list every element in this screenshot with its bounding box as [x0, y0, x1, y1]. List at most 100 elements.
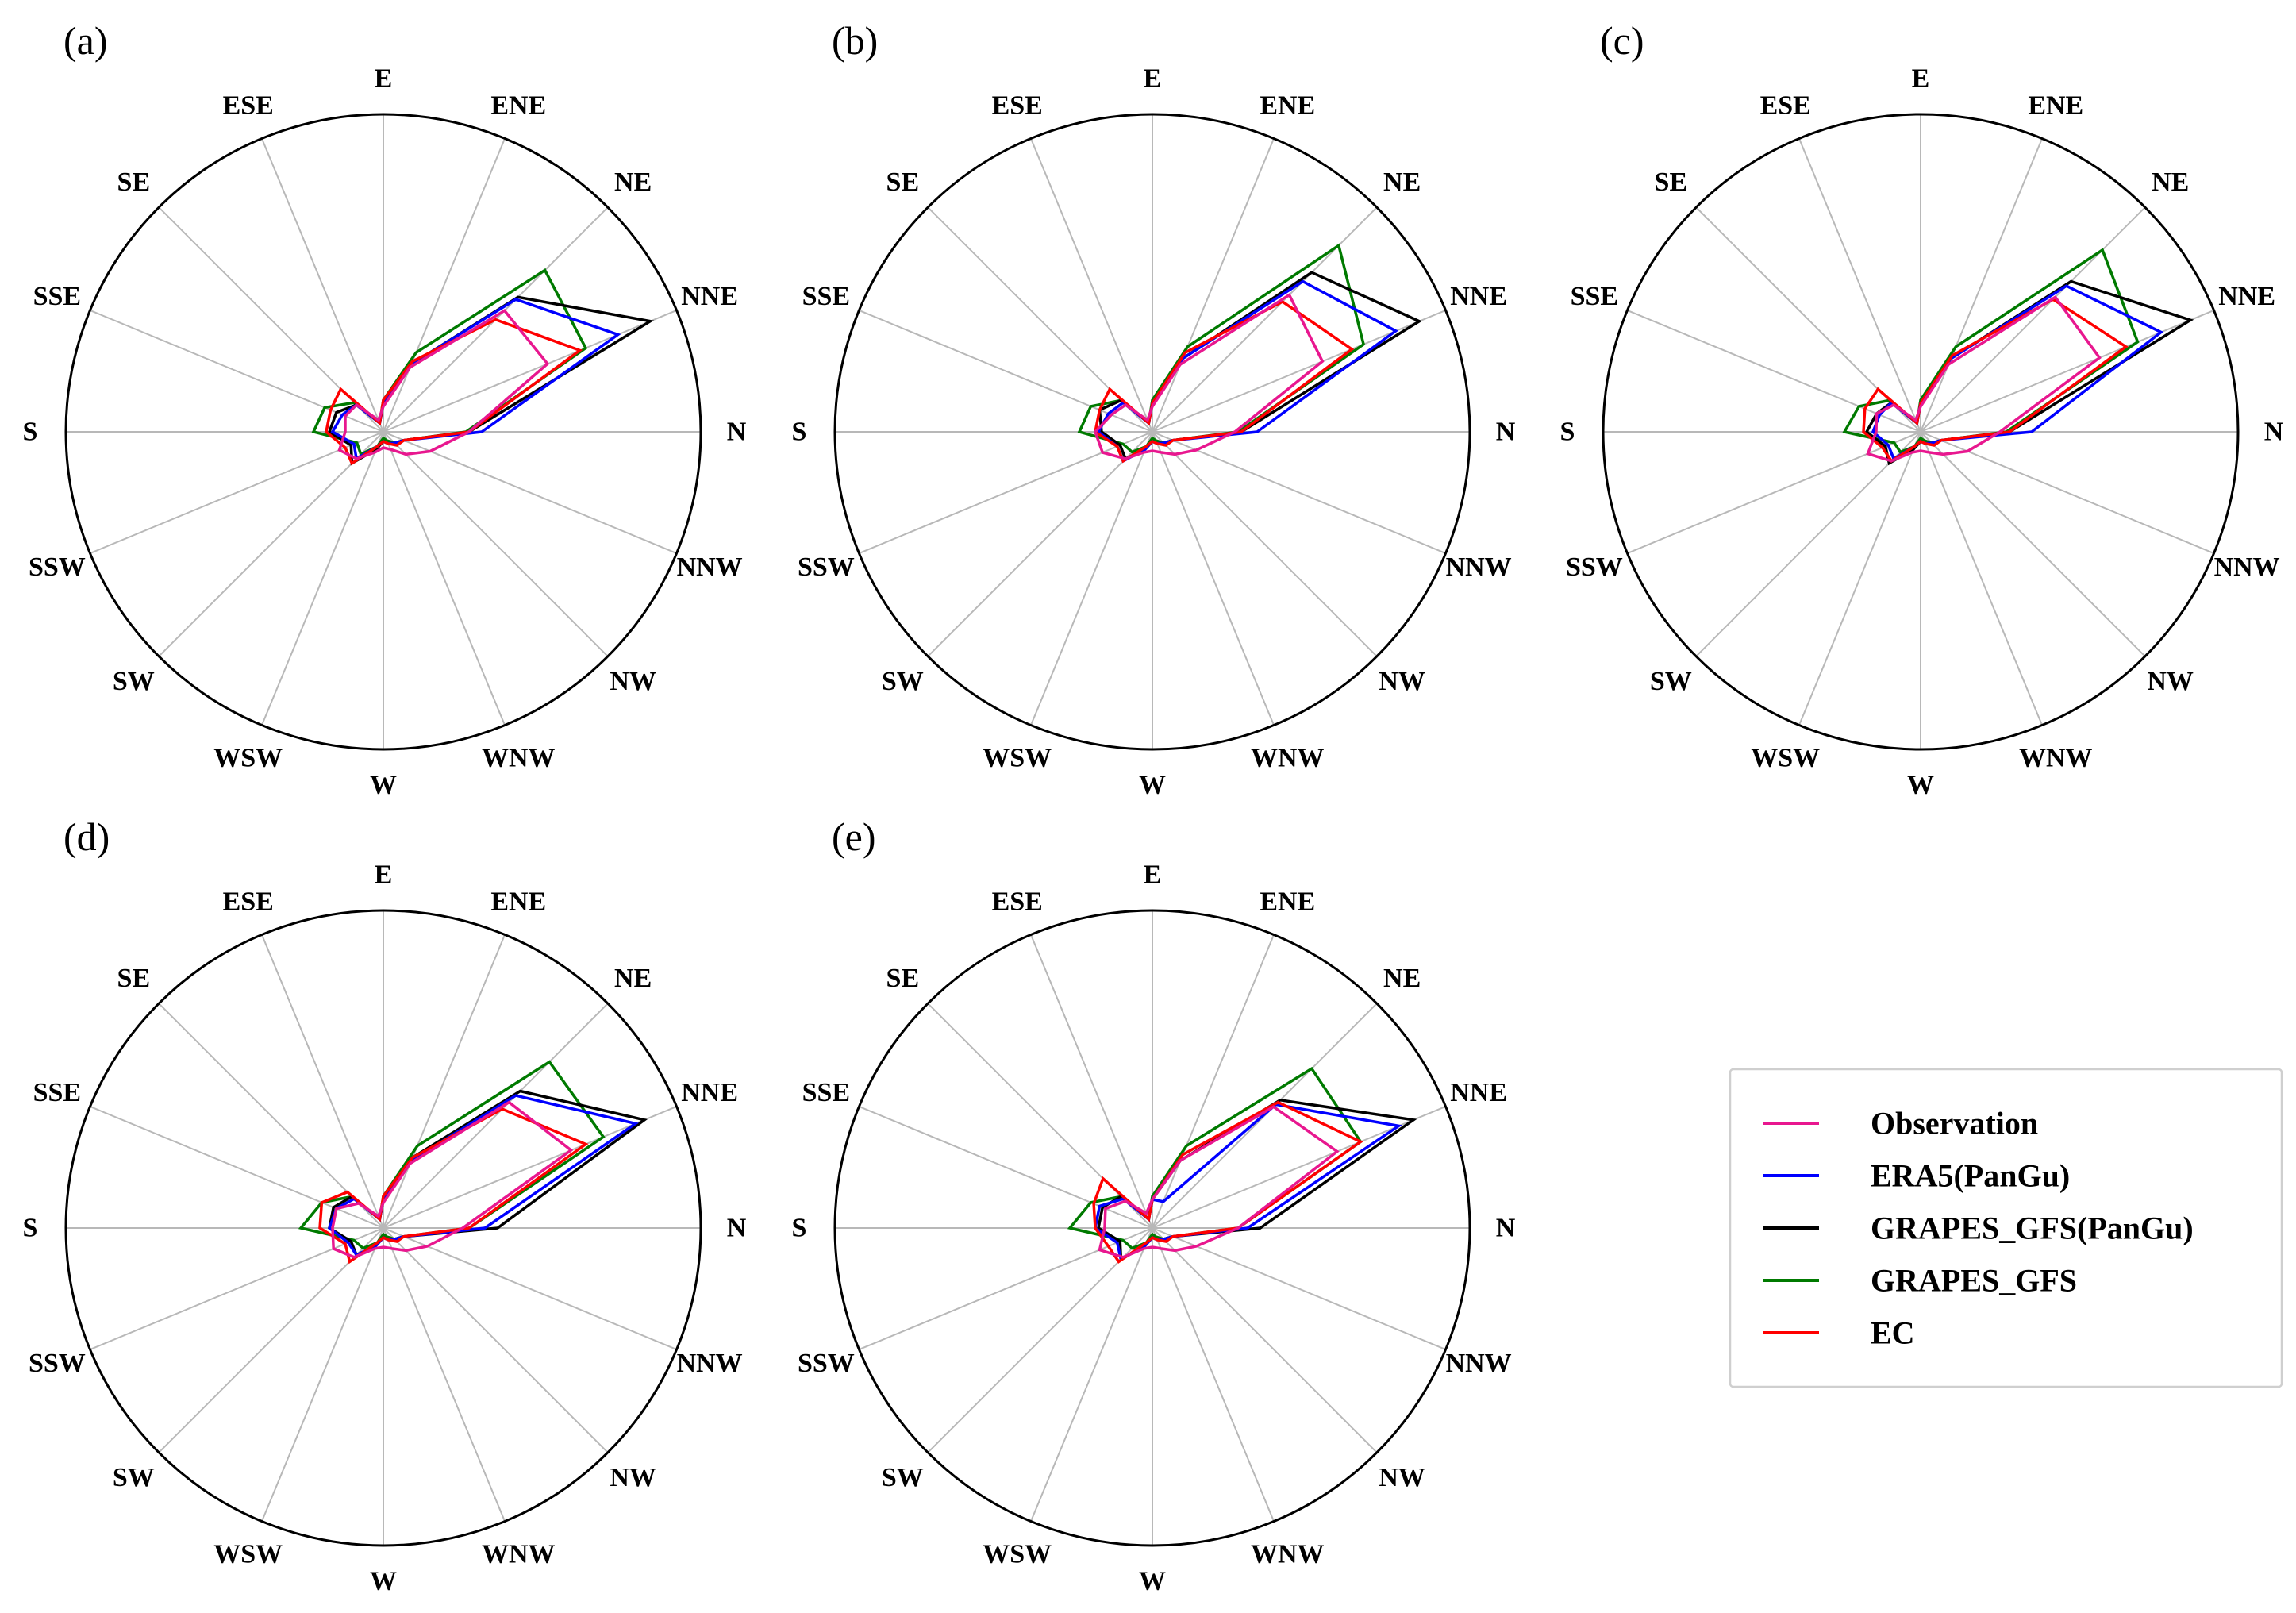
direction-label-nne: NNE — [1450, 282, 1507, 311]
direction-label-sw: SW — [882, 1463, 924, 1492]
spoke-ese — [1030, 138, 1153, 433]
series-ec — [1092, 1100, 1363, 1264]
direction-label-sw: SW — [882, 667, 924, 696]
legend-box — [1729, 1068, 2283, 1388]
direction-label-n: N — [1496, 418, 1516, 447]
spoke-wsw — [1030, 1227, 1153, 1522]
series-ec — [318, 1107, 589, 1265]
spoke-ssw — [90, 431, 384, 554]
panel-label: (b) — [832, 18, 878, 63]
direction-label-nnw: NNW — [677, 1349, 743, 1378]
spoke-ene — [1152, 138, 1275, 433]
series-observation — [337, 309, 550, 460]
direction-label-ssw: SSW — [29, 1349, 86, 1378]
spoke-ne — [383, 1003, 609, 1229]
direction-label-w: W — [1139, 771, 1166, 800]
spoke-ene — [1920, 138, 2043, 433]
spoke-nw — [383, 1227, 609, 1453]
direction-label-se: SE — [886, 167, 920, 197]
spoke-nnw — [1920, 431, 2214, 554]
series-ec — [325, 318, 583, 466]
spoke-ese — [261, 138, 384, 433]
direction-label-nne: NNE — [681, 1078, 738, 1107]
spoke-ne — [1920, 206, 2146, 433]
outer-circle — [64, 113, 702, 751]
spoke-wsw — [1798, 431, 1921, 726]
legend-label: EC — [1871, 1315, 1915, 1351]
spoke-nw — [383, 431, 609, 657]
direction-label-s: S — [792, 418, 807, 447]
outer-circle — [1602, 113, 2240, 751]
spoke-sw — [927, 431, 1153, 657]
series-grapes-gfs — [298, 1060, 606, 1250]
spoke-nw — [1152, 1227, 1378, 1453]
spoke-nnw — [383, 431, 677, 554]
panel-label: (d) — [63, 814, 110, 859]
radar-panel-d: N NNE NE ENE E ESE SE SSE S SSW SW WSW W WNW NW NNW (d) — [23, 814, 747, 1596]
direction-label-wnw: WNW — [2019, 744, 2093, 773]
spoke-sw — [1695, 431, 1921, 657]
outer-circle — [64, 909, 702, 1547]
outer-circle — [833, 909, 1471, 1547]
spoke-ese — [1030, 934, 1153, 1229]
spoke-sse — [90, 310, 384, 433]
legend-label: GRAPES_GFS — [1871, 1263, 2077, 1299]
direction-label-sw: SW — [113, 667, 155, 696]
direction-label-nw: NW — [2147, 667, 2194, 696]
spoke-ene — [1152, 934, 1275, 1229]
series-observation — [331, 1100, 574, 1259]
direction-label-ese: ESE — [223, 90, 274, 120]
spoke-wnw — [383, 1227, 506, 1522]
spoke-wsw — [261, 1227, 384, 1522]
legend-label: GRAPES_GFS(PanGu) — [1871, 1211, 2194, 1246]
direction-label-sse: SSE — [802, 282, 851, 311]
spoke-ese — [1798, 138, 1921, 433]
direction-label-nne: NNE — [681, 282, 738, 311]
direction-label-wsw: WSW — [213, 744, 283, 773]
direction-label-sse: SSE — [1571, 282, 1619, 311]
direction-label-ssw: SSW — [798, 552, 855, 582]
direction-label-sw: SW — [113, 1463, 155, 1492]
direction-label-s: S — [23, 418, 38, 447]
spoke-ssw — [1627, 431, 1921, 554]
direction-label-ese: ESE — [223, 887, 274, 916]
series-observation — [1866, 294, 2102, 463]
direction-label-e: E — [1912, 64, 1930, 94]
spoke-wsw — [1030, 431, 1153, 726]
series-grapes-gfs — [1067, 1066, 1363, 1250]
spoke-sse — [859, 310, 1153, 433]
radar-panel-a: N NNE NE ENE E ESE SE SSE S SSW SW WSW W WNW NW NNW (a) — [23, 18, 747, 800]
direction-label-nne: NNE — [1450, 1078, 1507, 1107]
spoke-sse — [1627, 310, 1921, 433]
direction-label-e: E — [1144, 860, 1162, 890]
spoke-se — [158, 1003, 384, 1229]
direction-label-nw: NW — [610, 667, 656, 696]
direction-label-w: W — [370, 771, 397, 800]
direction-label-ene: ENE — [1260, 90, 1315, 120]
direction-label-s: S — [1560, 418, 1575, 447]
direction-label-e: E — [375, 860, 393, 890]
direction-label-wsw: WSW — [983, 1540, 1052, 1569]
direction-label-ne: NE — [2152, 167, 2189, 197]
direction-label-se: SE — [886, 964, 920, 993]
direction-label-nnw: NNW — [1446, 552, 1512, 582]
panel-label: (c) — [1600, 18, 1644, 63]
spoke-nne — [1920, 310, 2214, 433]
direction-label-e: E — [1144, 64, 1162, 94]
direction-label-wsw: WSW — [213, 1540, 283, 1569]
panels: NNNENEENEEESESESSESSSWSWWSWWWNWNWNNW(a)N… — [23, 18, 2284, 1596]
legend-label: ERA5(PanGu) — [1871, 1158, 2070, 1194]
direction-label-ssw: SSW — [29, 552, 86, 582]
series-grapes-gfs — [1077, 243, 1366, 454]
spoke-nne — [383, 310, 677, 433]
radar-panel-e: N NNE NE ENE E ESE SE SSE S SSW SW WSW W WNW NW NNW (e) — [792, 814, 1516, 1596]
spoke-nnw — [1152, 431, 1446, 554]
direction-label-n: N — [727, 1214, 747, 1243]
spoke-ssw — [859, 1227, 1153, 1350]
spoke-ene — [383, 934, 506, 1229]
spoke-wnw — [1152, 1227, 1275, 1522]
direction-label-n: N — [2264, 418, 2284, 447]
direction-label-ene: ENE — [2028, 90, 2083, 120]
direction-label-wnw: WNW — [482, 1540, 556, 1569]
